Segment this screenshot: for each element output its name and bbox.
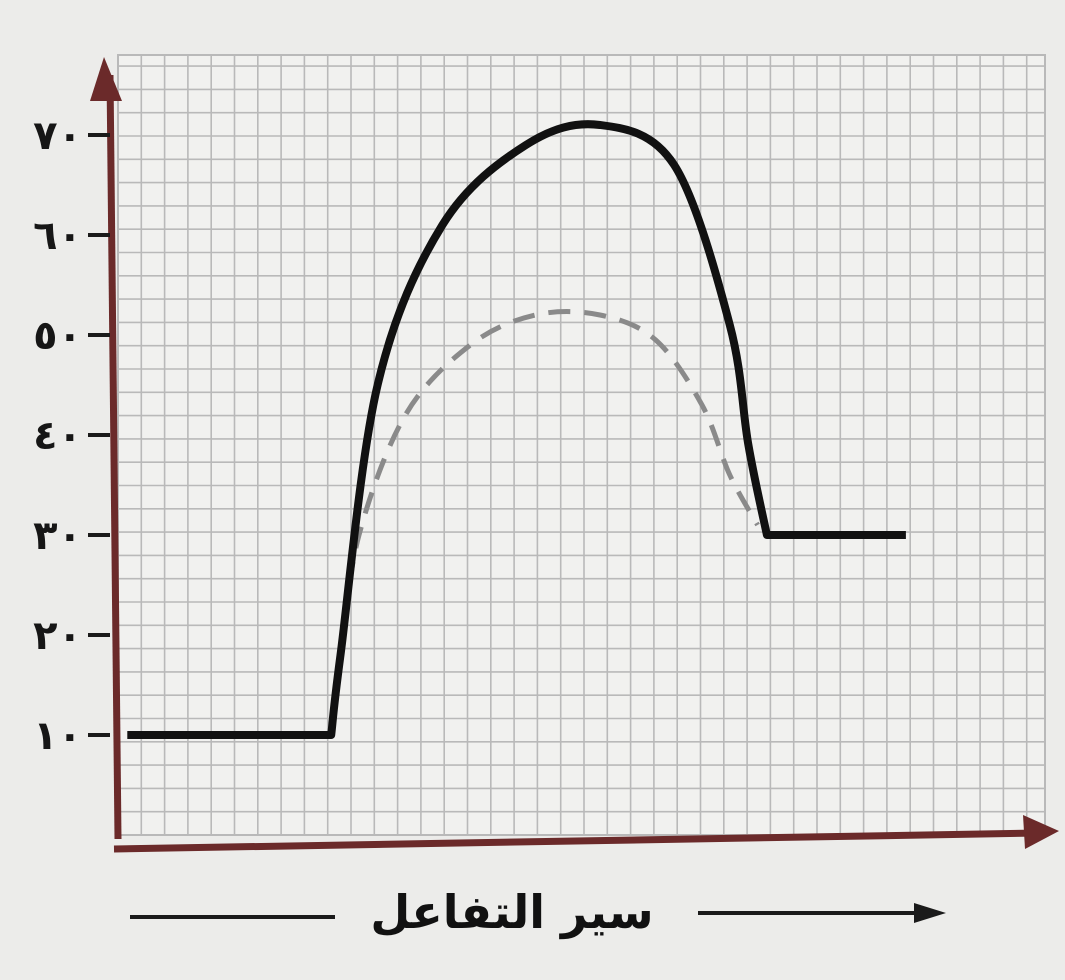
- series-dashed-line: [338, 309, 760, 656]
- series-solid-line: [127, 120, 906, 739]
- y-ticks: ١٠ ٢٠ ٣٠ ٤٠ ٥٠ ٦٠ ٧٠: [33, 113, 110, 759]
- y-axis-arrowhead: [90, 57, 122, 101]
- x-axis-line: [113, 829, 1040, 853]
- y-tick-label: ١٠: [33, 713, 82, 759]
- y-tick-label: ٤٠: [33, 413, 82, 459]
- x-axis-label: سير التفاعل: [370, 885, 653, 939]
- x-axis-caption: سير التفاعل: [130, 885, 946, 939]
- y-axis-line: [106, 74, 122, 840]
- caption-arrow-icon: [914, 903, 946, 923]
- y-tick-label: ٣٠: [33, 513, 82, 559]
- curves: [127, 120, 906, 739]
- y-tick-label: ٦٠: [33, 213, 82, 259]
- grid: [117, 54, 1046, 836]
- x-axis-arrowhead: [1023, 815, 1059, 849]
- y-tick-label: ٥٠: [33, 313, 82, 359]
- plot-background: [118, 55, 1045, 835]
- plot-border: [117, 54, 1046, 836]
- y-tick-label: ٢٠: [33, 613, 82, 659]
- y-tick-label: ٧٠: [33, 113, 82, 159]
- axes: [90, 57, 1059, 853]
